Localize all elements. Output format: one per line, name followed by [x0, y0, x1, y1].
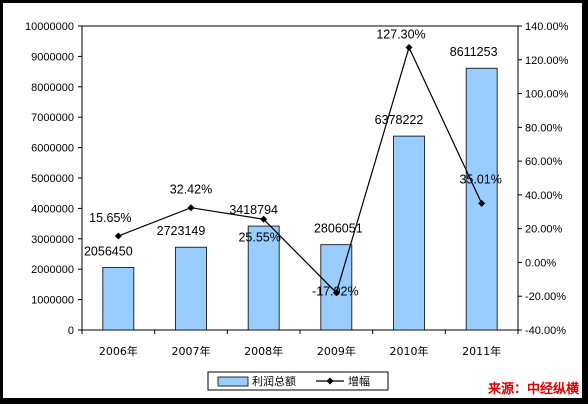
- growth-marker-5: [478, 199, 486, 207]
- bar-5: [465, 67, 498, 331]
- growth-marker-0: [114, 232, 122, 240]
- y-tick-label: 6000000: [31, 143, 74, 155]
- bar-1: [175, 246, 207, 331]
- y-tick-label: 1000000: [31, 295, 74, 307]
- bar-value-label: 2806051: [314, 222, 363, 236]
- growth-value-label: 15.65%: [89, 211, 131, 225]
- bar-0: [102, 267, 135, 331]
- legend-box: [207, 371, 389, 391]
- y-tick-label: 9000000: [31, 51, 74, 63]
- bar-series: [102, 67, 498, 331]
- x-tick-label: 2010年: [390, 344, 429, 358]
- y2-tick-label: -20.00%: [525, 291, 566, 303]
- growth-line: [118, 45, 483, 294]
- growth-marker-4: [405, 43, 413, 51]
- legend-bar-swatch: [217, 376, 249, 387]
- y-tick-label: 4000000: [31, 203, 74, 215]
- y2-tick-label: 60.00%: [525, 156, 563, 168]
- y-tick-label: 7000000: [31, 112, 74, 124]
- legend-line-label: 增幅: [348, 374, 370, 388]
- growth-value-label: 35.01%: [459, 172, 501, 186]
- bar-value-label: 3418794: [229, 203, 278, 217]
- bar-4: [393, 135, 425, 331]
- bar-value-label: 2723149: [157, 224, 206, 238]
- bar-value-label: 8611253: [450, 45, 498, 59]
- growth-value-label: 32.42%: [170, 183, 212, 197]
- y-tick-label: 3000000: [31, 234, 74, 246]
- x-tick-label: 2006年: [99, 344, 138, 358]
- x-tick-label: 2007年: [172, 344, 211, 358]
- y-tick-label: 10000000: [25, 21, 74, 33]
- x-tick-label: 2008年: [244, 344, 283, 358]
- y2-tick-label: 100.00%: [525, 89, 569, 101]
- bar-value-label: 6378222: [375, 113, 424, 127]
- y-tick-label: 2000000: [31, 264, 74, 276]
- x-tick-label: 2011年: [462, 344, 501, 358]
- legend-bar-label: 利润总额: [252, 374, 296, 388]
- legend: 利润总额 增幅: [207, 371, 389, 391]
- y-tick-label: 8000000: [31, 82, 74, 94]
- y2-tick-label: 80.00%: [525, 122, 563, 134]
- growth-value-label: 127.30%: [376, 27, 425, 41]
- growth-value-label: -17.92%: [312, 285, 359, 299]
- legend-line-marker: [326, 377, 334, 385]
- growth-marker-3: [332, 289, 340, 297]
- source-label: 来源：中经纵横: [487, 381, 580, 397]
- y2-tick-label: 20.00%: [525, 224, 563, 236]
- growth-marker-2: [260, 215, 268, 223]
- bar-value-label: 2056450: [84, 244, 133, 258]
- axes: 0 1000000 2000000 3000000 4000000 5000000 6000…: [25, 21, 569, 358]
- chart-panel: 0 1000000 2000000 3000000 4000000 5000000 6000…: [3, 3, 582, 398]
- y-tick-label: 0: [68, 325, 74, 337]
- growth-value-label: 25.55%: [238, 230, 280, 244]
- y2-tick-label: -40.00%: [525, 325, 566, 337]
- combo-chart: 0 1000000 2000000 3000000 4000000 5000000 6000…: [25, 21, 580, 397]
- y-tick-label: 5000000: [31, 173, 74, 185]
- data-labels: 2056450 2723149 3418794 2806051 6378222 86112…: [84, 27, 502, 298]
- y2-tick-label: 40.00%: [525, 190, 563, 202]
- y2-tick-label: 140.00%: [525, 21, 569, 33]
- plot-area: [81, 25, 519, 331]
- y2-tick-label: 120.00%: [525, 55, 569, 67]
- bar-2: [247, 225, 280, 331]
- growth-marker-1: [187, 204, 195, 212]
- x-tick-label: 2009年: [317, 344, 356, 358]
- y2-tick-label: 0.00%: [525, 257, 556, 269]
- line-series: [114, 43, 486, 297]
